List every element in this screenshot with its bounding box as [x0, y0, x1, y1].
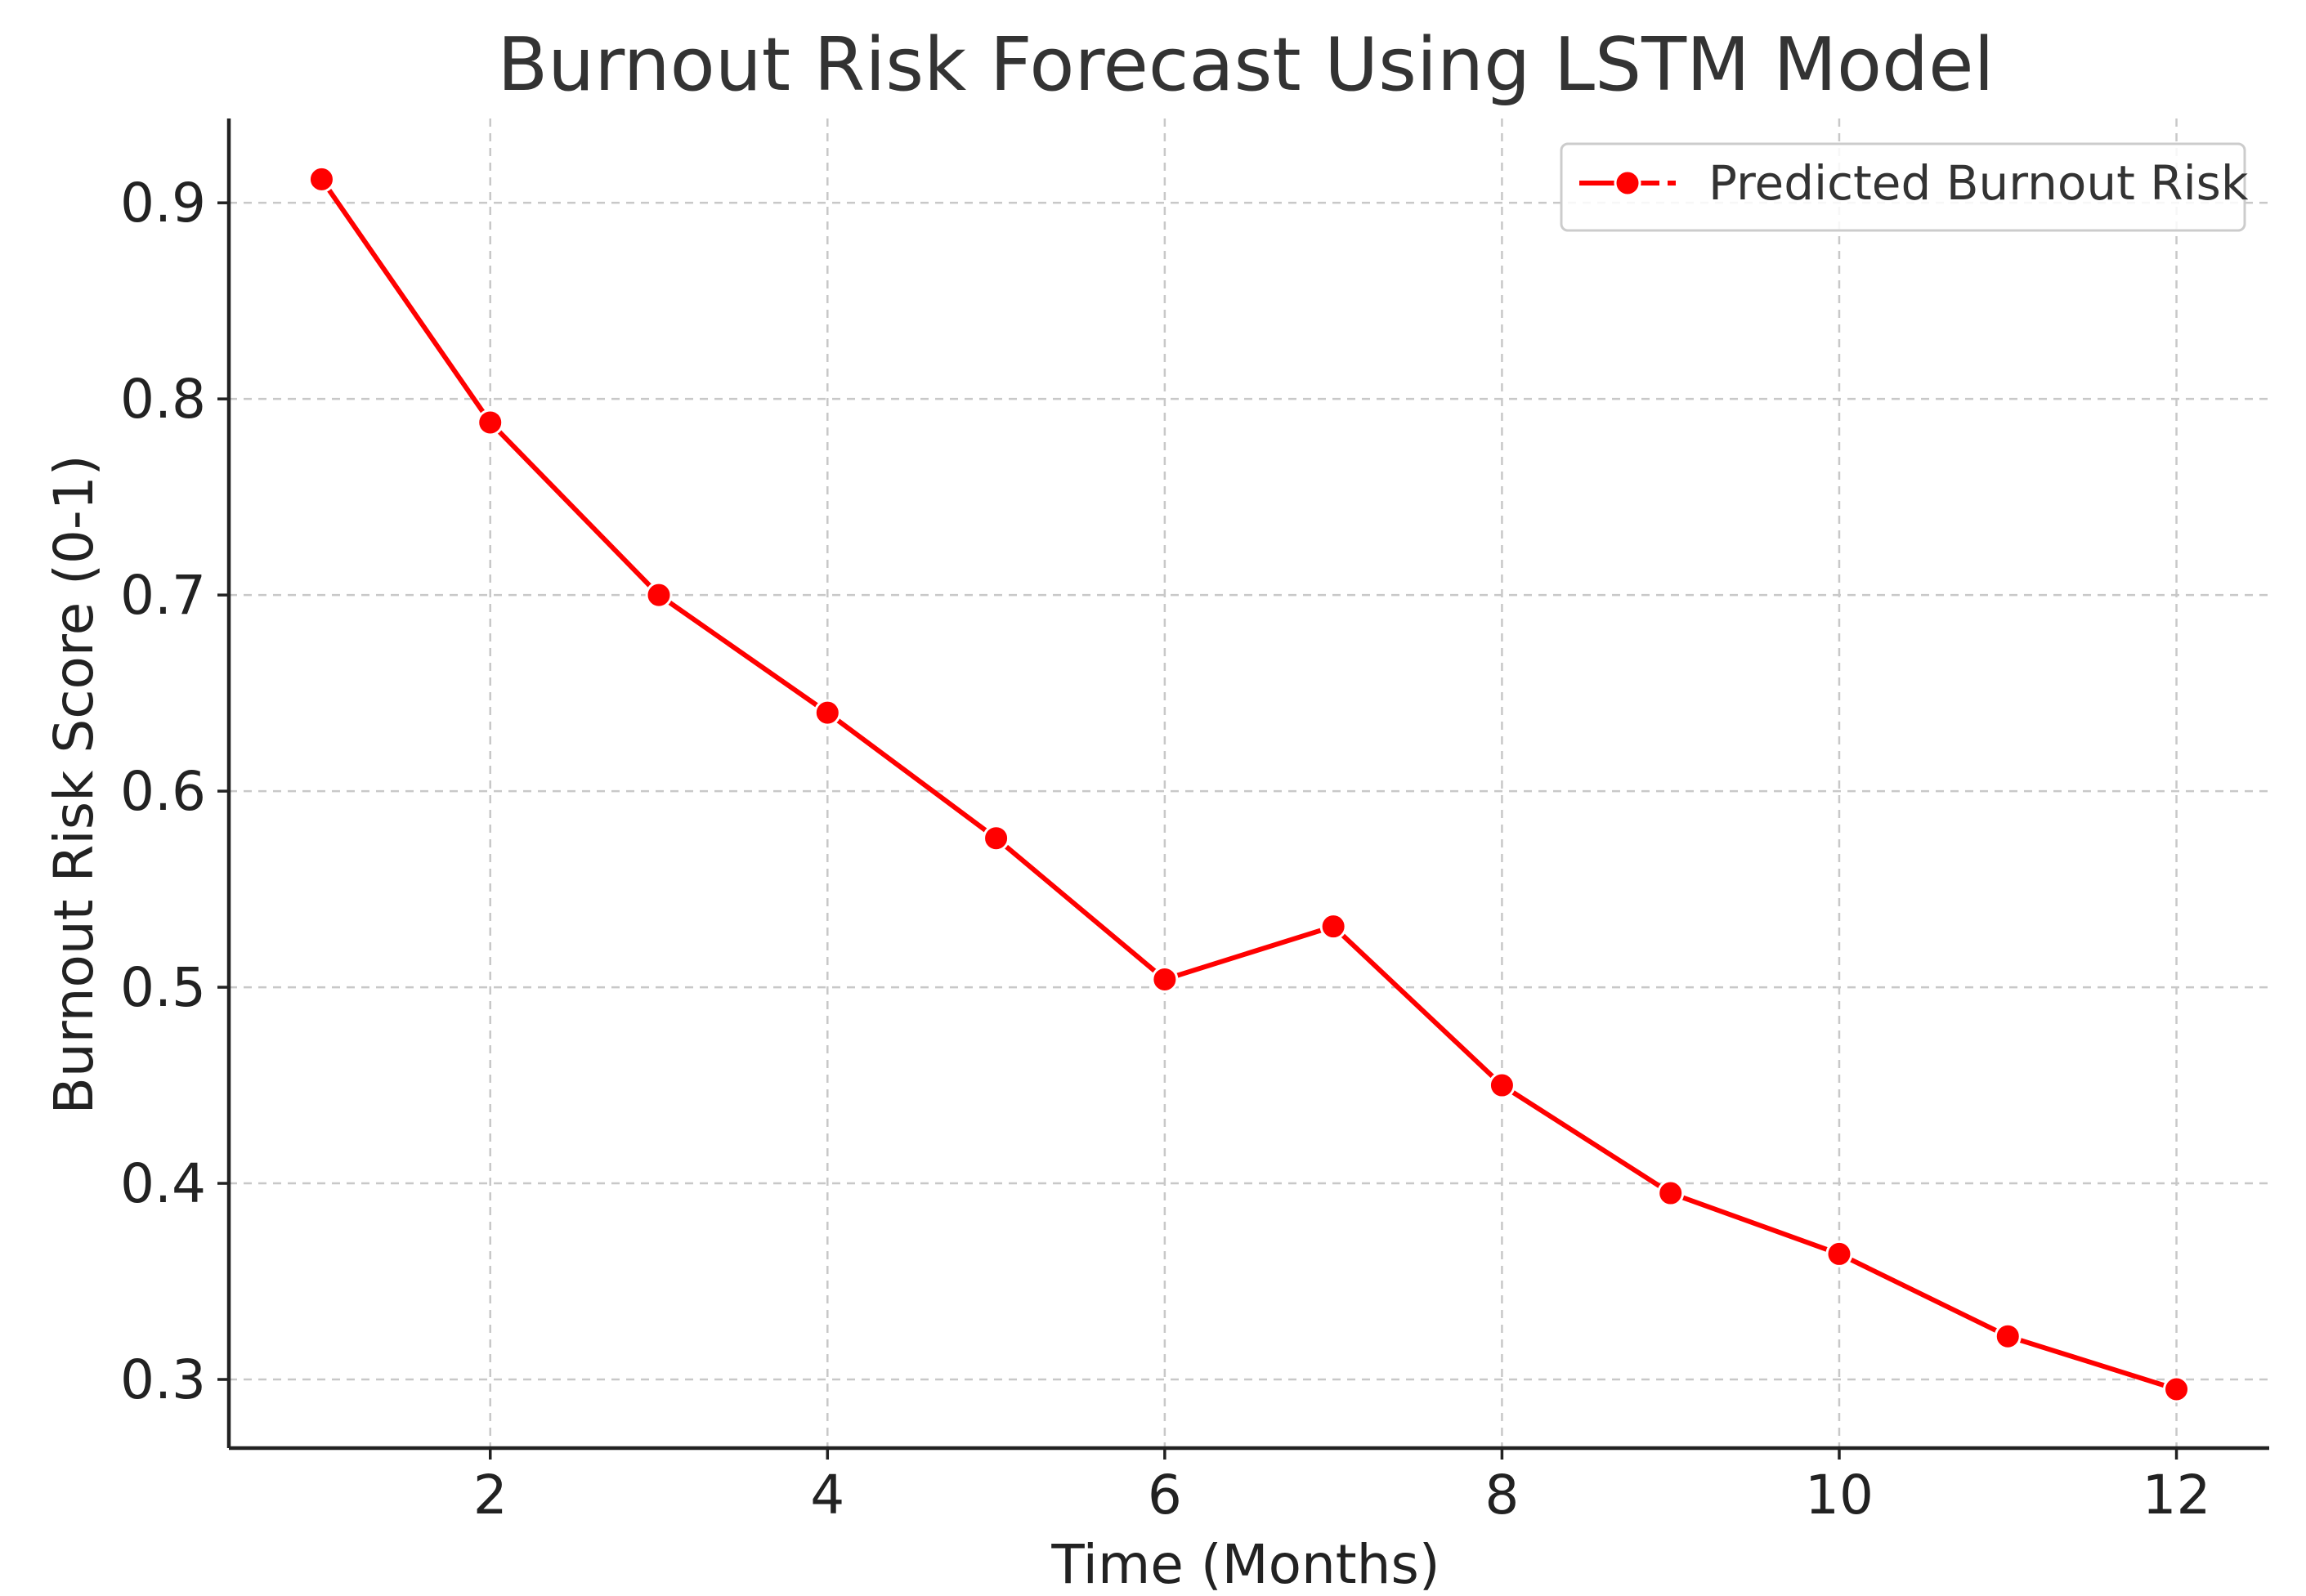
y-tick-label: 0.9 — [120, 172, 206, 235]
data-series — [307, 165, 2191, 1403]
y-tick-label: 0.5 — [120, 956, 206, 1019]
data-point — [983, 825, 1010, 852]
legend-marker-swatch — [1614, 169, 1641, 197]
y-tick-label: 0.4 — [120, 1152, 206, 1215]
data-point — [1657, 1179, 1685, 1207]
data-point — [1319, 913, 1347, 941]
data-point — [813, 699, 841, 726]
y-tick-label: 0.7 — [120, 564, 206, 627]
y-axis-label: Burnout Risk Score (0-1) — [43, 455, 105, 1115]
data-point — [1825, 1240, 1853, 1267]
legend-label: Predicted Burnout Risk — [1708, 155, 2249, 211]
legend: Predicted Burnout Risk — [1560, 142, 2249, 232]
data-point — [477, 409, 504, 436]
x-tick-label: 6 — [1148, 1464, 1182, 1527]
y-tick-label: 0.3 — [120, 1348, 206, 1411]
data-point — [1488, 1071, 1516, 1099]
y-tick-label: 0.8 — [120, 368, 206, 431]
x-tick-label: 8 — [1484, 1464, 1519, 1527]
data-point — [2163, 1375, 2191, 1403]
data-point — [1994, 1322, 2022, 1350]
data-point — [645, 581, 673, 609]
legend-box — [1560, 142, 2246, 232]
data-point — [1151, 965, 1179, 993]
y-tick-label: 0.6 — [120, 760, 206, 823]
tick-labels: 2 4 6 8 10 12 0.3 0.4 0.5 0.6 0.7 0.8 0.9 — [120, 172, 2211, 1527]
data-point — [307, 165, 335, 193]
x-tick-label: 4 — [810, 1464, 844, 1527]
x-tick-label: 12 — [2143, 1464, 2211, 1527]
series-line — [319, 177, 2179, 1393]
axes — [217, 118, 2269, 1460]
x-tick-label: 2 — [473, 1464, 508, 1527]
grid — [229, 118, 2269, 1448]
chart-title: Burnout Risk Forecast Using LSTM Model — [497, 22, 1994, 108]
x-axis-label: Time (Months) — [1050, 1533, 1440, 1596]
x-tick-label: 10 — [1805, 1464, 1874, 1527]
